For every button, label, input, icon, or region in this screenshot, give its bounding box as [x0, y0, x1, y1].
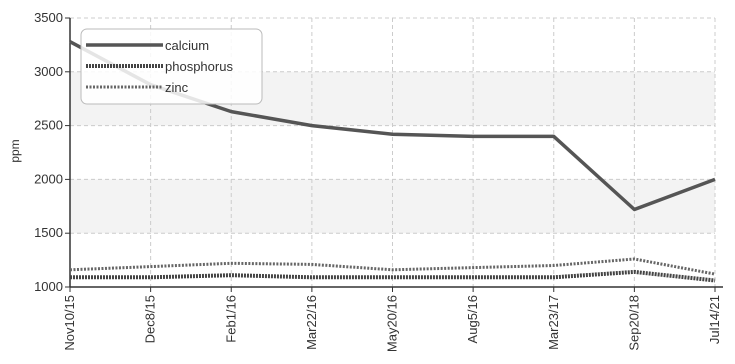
y-axis-title: ppm: [8, 139, 22, 162]
legend-label-zinc: zinc: [165, 80, 189, 95]
x-tick-label: Jul14/21: [707, 295, 722, 344]
x-tick-label: Aug5/16: [465, 295, 480, 343]
y-tick-label: 3000: [34, 64, 63, 79]
y-tick-labels: 1000 1500 2000 2500 3000 3500: [34, 10, 63, 294]
axes: [65, 17, 723, 292]
x-tick-label: Feb1/16: [223, 295, 238, 343]
legend-label-phosphorus: phosphorus: [165, 59, 233, 74]
x-tick-label: Dec8/15: [143, 295, 158, 343]
legend-label-calcium: calcium: [165, 38, 209, 53]
y-tick-label: 3500: [34, 10, 63, 25]
x-tick-label: May20/16: [385, 295, 400, 352]
y-tick-label: 2000: [34, 171, 63, 186]
y-tick-label: 1000: [34, 279, 63, 294]
x-tick-label: Nov10/15: [62, 295, 77, 351]
series-line-zinc: [69, 257, 716, 276]
legend-box: [80, 28, 263, 105]
legend: calcium phosphorus zinc: [80, 28, 263, 105]
x-tick-label: Sep20/18: [626, 295, 641, 351]
y-tick-label: 1500: [34, 225, 63, 240]
x-tick-label: Mar22/16: [304, 295, 319, 350]
x-tick-labels: Nov10/15 Dec8/15 Feb1/16 Mar22/16 May20/16 Au…: [62, 295, 722, 352]
x-tick-label: Mar23/17: [546, 295, 561, 350]
series-line-phosphorus: [70, 269, 716, 283]
y-tick-label: 2500: [34, 118, 63, 133]
